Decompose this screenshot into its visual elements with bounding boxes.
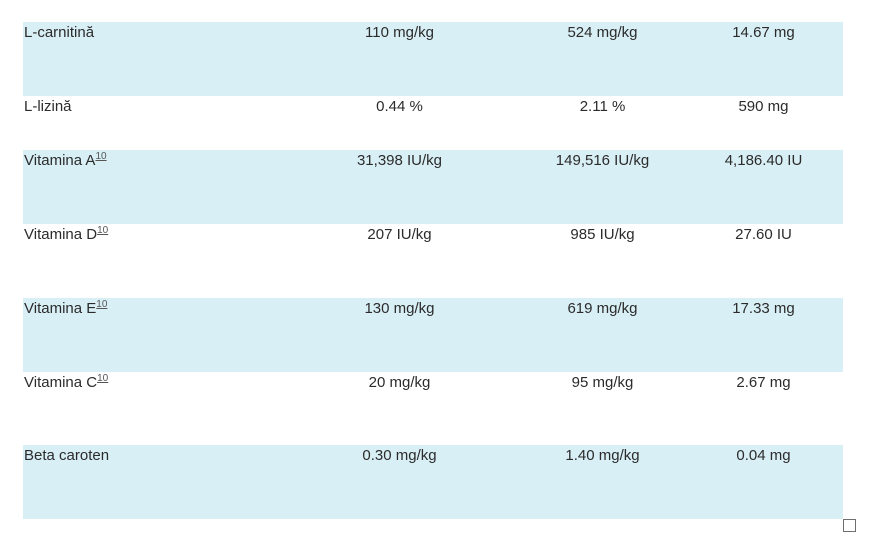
value-cell-per-portion: 2.67 mg xyxy=(694,372,843,445)
value-cell-per-portion: 0.04 mg xyxy=(694,445,843,519)
value-cell-per-portion: 14.67 mg xyxy=(694,22,843,96)
nutrient-name: Vitamina C xyxy=(24,374,98,391)
value-dry-matter: 619 mg/kg xyxy=(567,300,638,317)
value-cell-dry-matter: 524 mg/kg xyxy=(511,22,694,96)
value-cell-dry-matter: 985 IU/kg xyxy=(511,224,694,298)
value-cell-dry-matter: 1.40 mg/kg xyxy=(511,445,694,519)
value-cell-per-kg: 31,398 IU/kg xyxy=(288,150,511,224)
value-per-kg: 0.44 % xyxy=(376,98,423,115)
nutrient-name: L-lizină xyxy=(24,98,72,115)
footnote-link[interactable]: 10 xyxy=(95,151,107,162)
nutrient-name: Vitamina E xyxy=(24,300,97,317)
nutrient-name-cell: Vitamina E10 xyxy=(23,298,288,372)
table-row-vitamina-d: Vitamina D10 207 IU/kg 985 IU/kg 27.60 I… xyxy=(23,224,843,298)
value-per-kg: 31,398 IU/kg xyxy=(356,152,443,169)
value-cell-dry-matter: 2.11 % xyxy=(511,96,694,150)
nutrient-table-body: L-carnitină 110 mg/kg 524 mg/kg 14.67 mg… xyxy=(23,22,843,519)
value-dry-matter: 149,516 IU/kg xyxy=(555,152,650,169)
value-per-portion: 590 mg xyxy=(738,98,789,115)
value-cell-dry-matter: 95 mg/kg xyxy=(511,372,694,445)
table-row-l-lizina: L-lizină 0.44 % 2.11 % 590 mg xyxy=(23,96,843,150)
value-dry-matter: 2.11 % xyxy=(579,98,626,115)
value-per-kg: 110 mg/kg xyxy=(365,24,434,41)
value-per-portion: 17.33 mg xyxy=(732,300,795,317)
footnote-link[interactable]: 10 xyxy=(97,373,109,384)
value-per-portion: 2.67 mg xyxy=(736,374,791,391)
value-per-portion: 14.67 mg xyxy=(732,24,795,41)
value-dry-matter: 524 mg/kg xyxy=(567,24,638,41)
value-per-portion: 0.04 mg xyxy=(736,447,791,464)
value-cell-per-kg: 110 mg/kg xyxy=(288,22,511,96)
value-cell-per-portion: 4,186.40 IU xyxy=(694,150,843,224)
value-dry-matter: 95 mg/kg xyxy=(571,374,634,391)
nutrient-name-cell: L-carnitină xyxy=(23,22,288,96)
value-per-portion: 4,186.40 IU xyxy=(724,152,803,169)
nutrient-name-cell: Vitamina C10 xyxy=(23,372,288,445)
value-cell-per-kg: 207 IU/kg xyxy=(288,224,511,298)
nutrient-table: L-carnitină 110 mg/kg 524 mg/kg 14.67 mg… xyxy=(23,22,843,519)
value-cell-per-portion: 590 mg xyxy=(694,96,843,150)
value-per-kg: 20 mg/kg xyxy=(368,374,431,391)
value-per-kg: 0.30 mg/kg xyxy=(362,447,437,464)
table-row-vitamina-c: Vitamina C10 20 mg/kg 95 mg/kg 2.67 mg xyxy=(23,372,843,445)
value-cell-per-kg: 0.30 mg/kg xyxy=(288,445,511,519)
footnote-link[interactable]: 10 xyxy=(96,299,108,310)
value-per-kg: 207 IU/kg xyxy=(367,226,432,243)
nutrient-name-cell: Beta caroten xyxy=(23,445,288,519)
nutrient-name: Vitamina A xyxy=(24,152,96,169)
value-dry-matter: 985 IU/kg xyxy=(570,226,635,243)
value-cell-per-kg: 130 mg/kg xyxy=(288,298,511,372)
table-row-l-carnitina: L-carnitină 110 mg/kg 524 mg/kg 14.67 mg xyxy=(23,22,843,96)
value-dry-matter: 1.40 mg/kg xyxy=(565,447,640,464)
table-row-beta-caroten: Beta caroten 0.30 mg/kg 1.40 mg/kg 0.04 … xyxy=(23,445,843,519)
nutrient-name-cell: L-lizină xyxy=(23,96,288,150)
footnote-link[interactable]: 10 xyxy=(97,225,109,236)
value-cell-per-portion: 27.60 IU xyxy=(694,224,843,298)
value-cell-per-kg: 20 mg/kg xyxy=(288,372,511,445)
corner-checkbox[interactable] xyxy=(843,519,856,532)
table-row-vitamina-a: Vitamina A10 31,398 IU/kg 149,516 IU/kg … xyxy=(23,150,843,224)
nutrient-name: Beta caroten xyxy=(24,447,110,464)
nutrient-name-cell: Vitamina D10 xyxy=(23,224,288,298)
value-cell-per-kg: 0.44 % xyxy=(288,96,511,150)
value-per-portion: 27.60 IU xyxy=(735,226,792,243)
nutrient-name: Vitamina D xyxy=(24,226,98,243)
value-cell-dry-matter: 619 mg/kg xyxy=(511,298,694,372)
nutrient-name-cell: Vitamina A10 xyxy=(23,150,288,224)
value-per-kg: 130 mg/kg xyxy=(364,300,435,317)
table-row-vitamina-e: Vitamina E10 130 mg/kg 619 mg/kg 17.33 m… xyxy=(23,298,843,372)
nutrient-name: L-carnitină xyxy=(24,24,95,41)
value-cell-dry-matter: 149,516 IU/kg xyxy=(511,150,694,224)
value-cell-per-portion: 17.33 mg xyxy=(694,298,843,372)
